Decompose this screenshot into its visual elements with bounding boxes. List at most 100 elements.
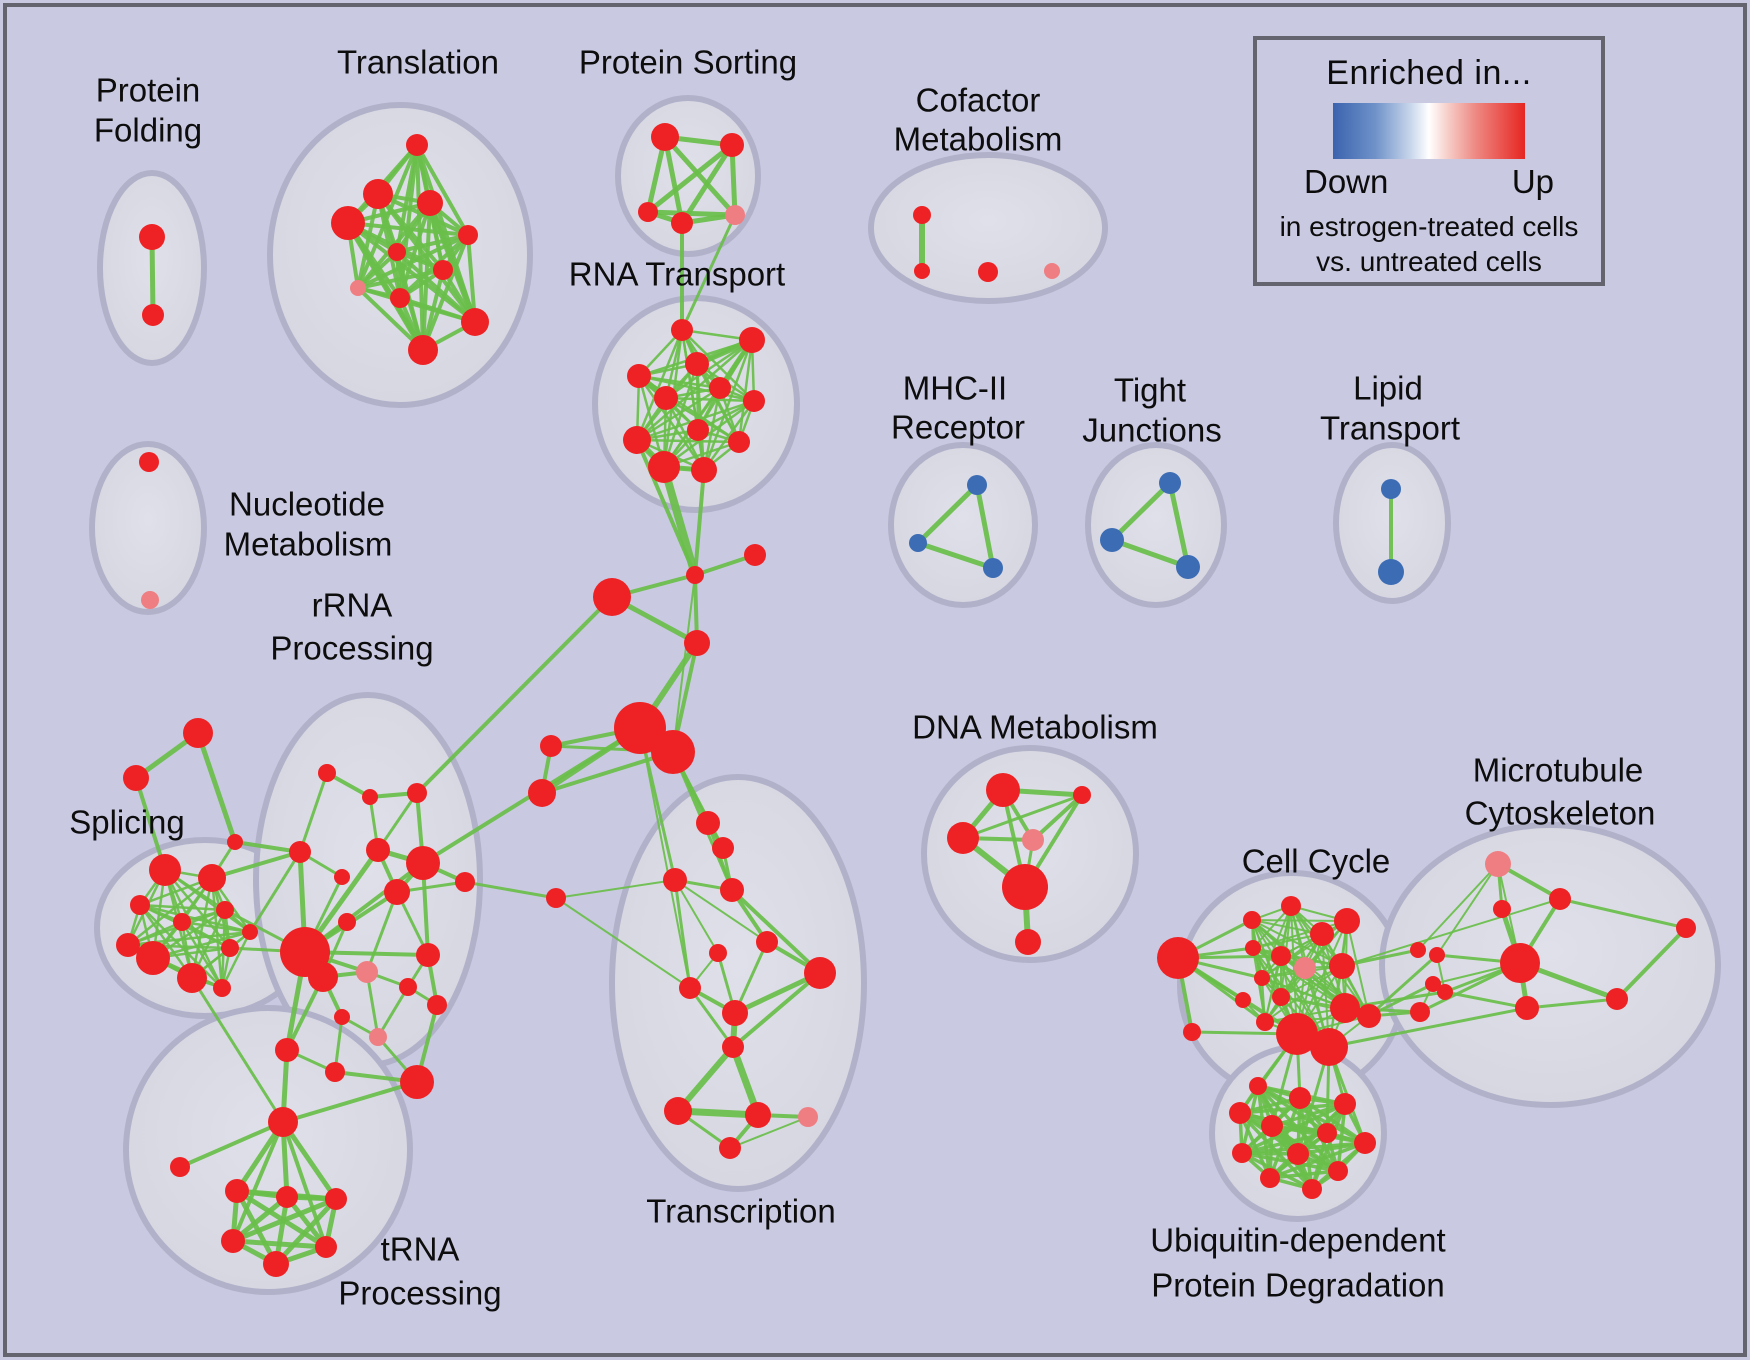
splicing-edge <box>220 930 252 990</box>
chain-node-up <box>744 544 766 566</box>
cell-cycle-node-up <box>1235 992 1251 1008</box>
rna-transport-node-up <box>627 364 651 388</box>
cofactor-metabolism-node-up <box>978 262 998 282</box>
dna-metabolism-node-up <box>1002 864 1048 910</box>
splicing-edge <box>210 876 224 990</box>
translation-label: Translation <box>337 44 499 81</box>
splicing-node-up <box>227 834 243 850</box>
link-edge <box>680 213 737 332</box>
microtubule-cytoskeleton-node-up <box>1493 900 1511 918</box>
cofactor-metabolism-node-up <box>913 206 931 224</box>
link-edge <box>555 879 676 899</box>
rna-transport-edge <box>702 386 722 472</box>
rrna-processing-node-up <box>325 1062 345 1082</box>
splicing-node-up <box>130 895 150 915</box>
rna-transport-node-up <box>685 352 709 376</box>
transcription-node-up <box>696 811 720 835</box>
translation-node-up <box>408 335 438 365</box>
translation-node-up <box>458 225 478 245</box>
transcription-node-up <box>712 837 734 859</box>
microtubule-cytoskeleton-node-up-weak <box>1485 851 1511 877</box>
transcription-node-up <box>804 957 836 989</box>
transcription-node-up <box>663 868 687 892</box>
microtubule-cytoskeleton-node-up <box>1606 988 1628 1010</box>
trna-processing-edge <box>231 1120 285 1243</box>
microtubule-cytoskeleton-ellipse <box>1379 822 1721 1108</box>
legend-caption-line1: in estrogen-treated cells <box>1279 211 1579 242</box>
cell-cycle-node-up <box>1281 896 1301 916</box>
cell-cycle-node-up <box>1272 988 1290 1006</box>
tight-junctions-edge <box>1167 480 1191 570</box>
rna-transport-node-up <box>743 390 765 412</box>
translation-node-up <box>461 308 489 336</box>
protein-folding-node-up <box>139 224 165 250</box>
splicing-node-up <box>177 963 207 993</box>
link-edge <box>190 976 285 1124</box>
microtubule-cytoskeleton-label: Microtubule <box>1473 752 1644 789</box>
transcription-label: Transcription <box>646 1193 836 1230</box>
trna-processing-node-up <box>170 1157 190 1177</box>
cell-cycle-node-up <box>1310 922 1334 946</box>
ubiquitin-degradation-node-up <box>1354 1132 1376 1154</box>
rna-transport-node-up <box>709 377 731 399</box>
protein-folding-label: Folding <box>94 112 202 149</box>
cell-cycle-node-up-weak <box>1294 957 1316 979</box>
ubiquitin-degradation-node-up <box>1289 1087 1311 1109</box>
link-edge <box>672 574 696 753</box>
translation-node-up <box>390 288 410 308</box>
microtubule-cytoskeleton-edge <box>1525 997 1619 1010</box>
hub-node-up <box>546 888 566 908</box>
rrna-processing-edge <box>365 890 399 974</box>
legend-gradient-bar <box>1333 103 1525 159</box>
legend-box: Enriched in... Down Up in estrogen-treat… <box>1253 36 1605 286</box>
rna-transport-label: RNA Transport <box>569 256 785 293</box>
splicing-node-up <box>136 941 170 975</box>
transcription-node-up <box>722 1000 748 1026</box>
trna-processing-edge <box>178 1120 285 1169</box>
protein-sorting-label: Protein Sorting <box>579 44 797 81</box>
splicing-node-up <box>183 718 213 748</box>
splicing-node-up <box>198 864 226 892</box>
rna-transport-edge <box>635 386 722 442</box>
cell-cycle-edge <box>1264 965 1343 1023</box>
mhc-ii-receptor-node-down <box>909 534 927 552</box>
splicing-edge <box>195 730 238 845</box>
trna-processing-node-up <box>263 1251 289 1277</box>
transcription-edge <box>729 1116 809 1149</box>
microtubule-cytoskeleton-edge <box>1558 897 1688 930</box>
nucleotide-metabolism-node-up <box>139 452 159 472</box>
rrna-processing-node-up <box>427 995 447 1015</box>
trna-processing-node-up <box>276 1186 298 1208</box>
dna-metabolism-label: DNA Metabolism <box>912 709 1158 746</box>
rna-transport-edge <box>664 338 754 400</box>
rna-transport-edge <box>737 338 754 444</box>
dna-metabolism-node-up <box>1073 786 1091 804</box>
cell-cycle-label: Cell Cycle <box>1242 843 1391 880</box>
transcription-edge <box>730 888 822 975</box>
ubiquitin-degradation-node-up <box>1302 1179 1322 1199</box>
ubiquitin-degradation-label: Ubiquitin-dependent <box>1150 1222 1445 1259</box>
hub-node-up <box>651 730 695 774</box>
rrna-processing-node-up <box>406 846 440 880</box>
rna-transport-edge <box>635 438 741 444</box>
hub-node-up <box>614 702 666 754</box>
nucleotide-metabolism-node-up-weak <box>141 591 159 609</box>
cell-cycle-node-up <box>1330 993 1360 1023</box>
mhc-ii-receptor-ellipse <box>888 442 1038 608</box>
mhc-ii-receptor-node-down <box>983 558 1003 578</box>
tight-junctions-edge <box>1109 537 1191 570</box>
protein-folding-node-up <box>142 304 164 326</box>
rrna-processing-node-up <box>384 879 410 905</box>
rna-transport-node-up <box>648 451 680 483</box>
network-nodes <box>116 123 1696 1277</box>
lipid-transport-node-down <box>1381 479 1401 499</box>
microtubule-cytoskeleton-node-up <box>1429 947 1445 963</box>
chain-node-up <box>593 578 631 616</box>
splicing-node-up <box>216 901 234 919</box>
translation-edge <box>345 220 426 353</box>
translation-node-up <box>388 243 406 261</box>
ubiquitin-degradation-edge <box>1268 1169 1340 1180</box>
legend-title: Enriched in... <box>1326 54 1532 92</box>
ubiquitin-degradation-edge <box>1240 1131 1329 1155</box>
splicing-node-up <box>173 913 191 931</box>
